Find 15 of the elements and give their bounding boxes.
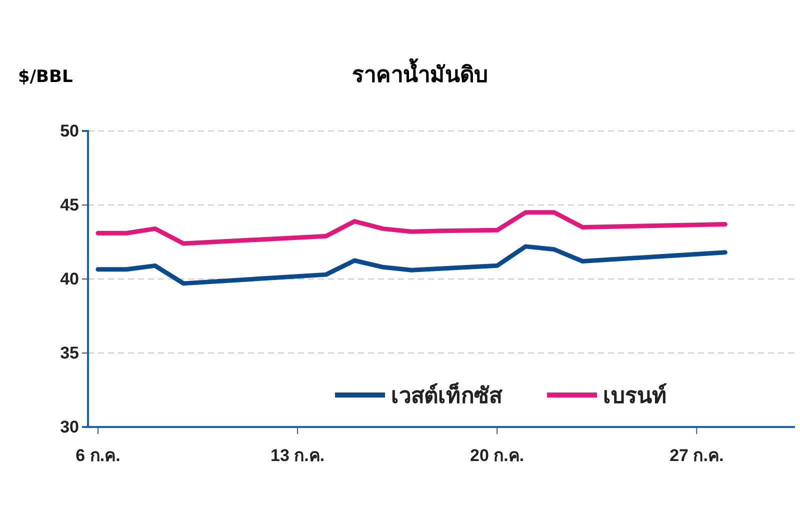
x-tick-label: 13 ก.ค.	[270, 446, 325, 465]
y-tick-label: 50	[60, 121, 79, 140]
legend-label: เวสต์เท็กซัส	[391, 381, 503, 409]
x-tick-label: 20 ก.ค.	[470, 446, 524, 465]
y-tick-label: 45	[60, 195, 79, 214]
legend-label: เบรนท์	[603, 383, 667, 409]
x-tick-label: 27 ก.ค.	[670, 446, 724, 465]
y-tick-label: 30	[60, 417, 79, 436]
chart-title: ราคาน้ำมันดิบ	[352, 58, 488, 88]
y-tick-label: 35	[60, 343, 79, 362]
x-tick-label: 6 ก.ค.	[76, 446, 120, 465]
line-series	[96, 244, 728, 286]
y-axis-title: $/BBL	[18, 67, 73, 87]
line-series	[96, 210, 728, 246]
y-tick-label: 40	[60, 269, 79, 288]
